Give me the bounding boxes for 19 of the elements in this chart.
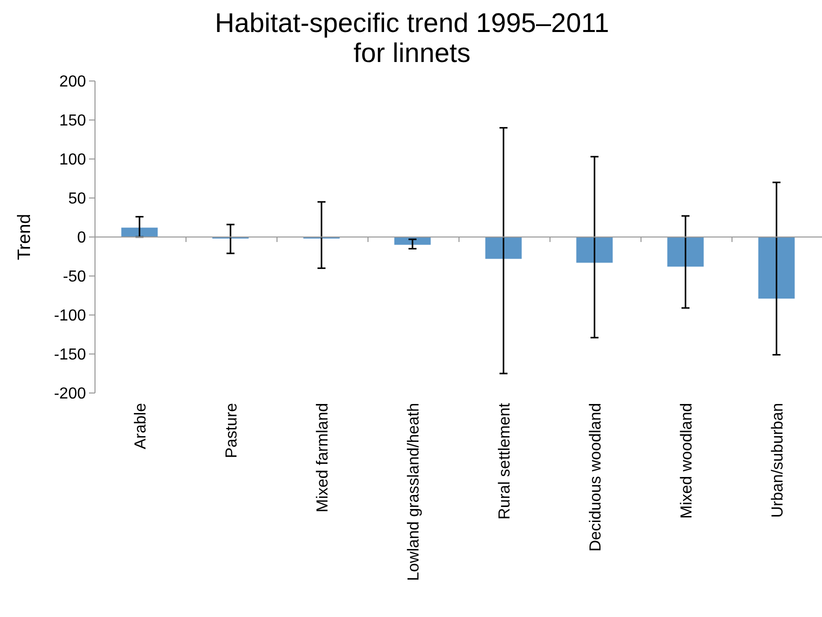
y-tick-label: 200 — [59, 74, 86, 91]
x-tick-label: Arable — [132, 402, 150, 450]
x-tick-label: Rural settlement — [496, 402, 514, 520]
x-tick-label: Deciduous woodland — [588, 403, 604, 552]
y-axis-title: Trend — [14, 214, 34, 260]
y-tick-label: 50 — [68, 190, 86, 208]
x-tick-label: Urban/suburban — [770, 403, 786, 518]
y-tick-label: 100 — [59, 152, 86, 169]
y-tick-label: -50 — [62, 268, 86, 286]
x-tick-label: Mixed woodland — [678, 403, 696, 519]
y-tick-label: 150 — [59, 112, 86, 130]
y-tick-label: -200 — [54, 386, 86, 403]
chart-title: Habitat-specific trend 1995–2011 for linnets — [214, 8, 610, 68]
y-tick-label: -100 — [54, 308, 86, 325]
y-tick-label: -150 — [54, 346, 86, 364]
x-tick-label: Pasture — [224, 402, 240, 458]
y-tick-label: 0 — [77, 230, 86, 247]
x-tick-label: Lowland grassland/heath — [406, 403, 422, 581]
x-tick-label: Mixed farmland — [314, 403, 332, 512]
